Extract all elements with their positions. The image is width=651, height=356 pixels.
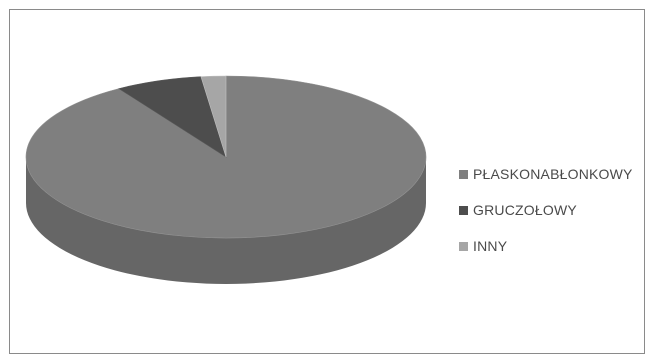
- legend-swatch: [459, 169, 468, 179]
- pie-chart: [25, 75, 427, 284]
- pie-slice-side: [26, 157, 426, 284]
- legend: PŁASKONABŁONKOWY GRUCZOŁOWY INNY: [459, 156, 633, 264]
- legend-swatch: [459, 205, 468, 215]
- legend-swatch: [459, 241, 468, 251]
- pie-top-group: [25, 75, 427, 239]
- legend-label: INNY: [473, 238, 508, 254]
- chart-area: PŁASKONABŁONKOWY GRUCZOŁOWY INNY: [9, 9, 645, 354]
- legend-label: GRUCZOŁOWY: [473, 202, 577, 218]
- legend-label: PŁASKONABŁONKOWY: [473, 166, 633, 182]
- pie-side-group: [26, 157, 426, 284]
- legend-item-gruczolowy: GRUCZOŁOWY: [459, 192, 633, 228]
- legend-item-plaskonablonkowy: PŁASKONABŁONKOWY: [459, 156, 633, 192]
- legend-item-inny: INNY: [459, 228, 633, 264]
- pie-slice: [200, 75, 227, 158]
